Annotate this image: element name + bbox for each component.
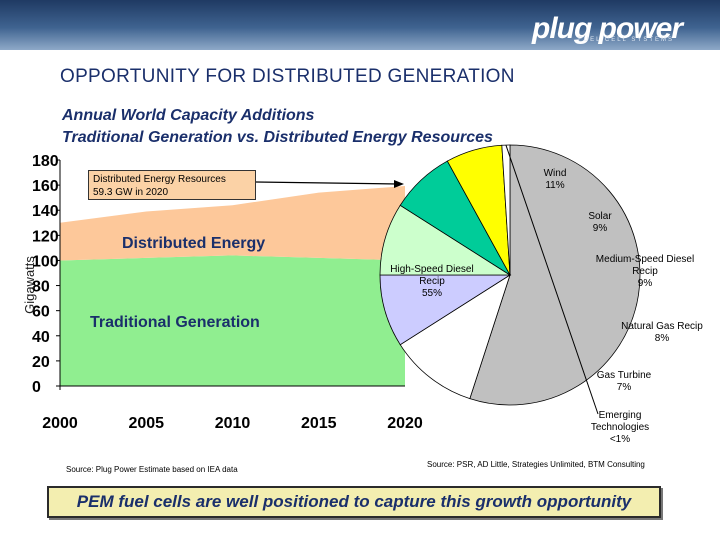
chart-subtitle-line2: Traditional Generation vs. Distributed E… [62,129,493,146]
pie-value-label-3: 9% [638,278,653,289]
x-tick-label: 2000 [42,415,78,432]
pie-chart-source: Source: PSR, AD Little, Strategies Unlim… [427,460,645,469]
area-series-1 [60,185,405,261]
y-tick-label: 100 [32,253,59,270]
y-tick-label: 80 [32,279,50,296]
x-tick-label: 2020 [387,415,423,432]
pie-label-0: High-Speed Diesel [390,264,473,275]
annotation-arrowhead [394,180,404,188]
page-title: OPPORTUNITY FOR DISTRIBUTED GENERATION [60,66,515,87]
pie-value-label-0: 55% [422,288,442,299]
y-tick-label: 40 [32,329,50,346]
pie-label-2: Solar [588,211,612,222]
pie-label-0: Recip [419,276,445,287]
x-tick-label: 2010 [215,415,251,432]
pie-label-3: Medium-Speed Diesel [596,254,694,265]
header-band: plug power FUEL CELL SYSTEMS [0,0,720,50]
series-label-distributed: Distributed Energy [122,235,265,252]
annotation-line1: Distributed Energy Resources [93,174,226,185]
area-chart-source: Source: Plug Power Estimate based on IEA… [66,465,238,474]
pie-label-3: Recip [632,266,658,277]
y-tick-label: 20 [32,354,50,371]
pie-value-label-1: 11% [545,180,564,191]
series-label-traditional: Traditional Generation [90,314,260,331]
pie-label-4: Natural Gas Recip [621,321,703,332]
pie-label-6: Emerging [599,410,642,421]
footer-callout-text: PEM fuel cells are well positioned to ca… [76,492,632,511]
footer-callout: PEM fuel cells are well positioned to ca… [47,486,661,518]
area-series-0 [60,255,405,386]
annotation-line2: 59.3 GW in 2020 [93,187,169,198]
pie-label-1: Wind [544,168,567,179]
y-tick-label: 160 [32,178,59,195]
annotation-arrow-line [255,181,399,185]
pie-value-label-5: 7% [617,382,632,393]
pie-slice-1 [399,274,511,400]
annotation-box: Distributed Energy Resources 59.3 GW in … [88,170,256,200]
pie-slice-0 [469,144,641,406]
x-tick-label: 2015 [301,415,337,432]
pie-value-label-6: <1% [610,434,630,445]
x-tick-label: 2005 [128,415,164,432]
pie-label-6: Technologies [591,422,649,433]
y-axis-label: Gigawatts [22,256,37,314]
pie-label-5: Gas Turbine [597,370,652,381]
chart-subtitle-line1: Annual World Capacity Additions [62,107,315,124]
logo-tagline: FUEL CELL SYSTEMS [578,37,674,43]
y-tick-label: 120 [32,228,59,245]
y-tick-label: 0 [32,379,41,396]
y-tick-label: 180 [32,153,59,170]
y-tick-label: 140 [32,203,59,220]
y-tick-label: 60 [32,304,50,321]
pie-value-label-4: 8% [655,333,670,344]
emerging-leader-line [505,144,599,415]
pie-value-label-2: 9% [593,223,608,234]
plug-power-logo: plug power [532,12,683,45]
